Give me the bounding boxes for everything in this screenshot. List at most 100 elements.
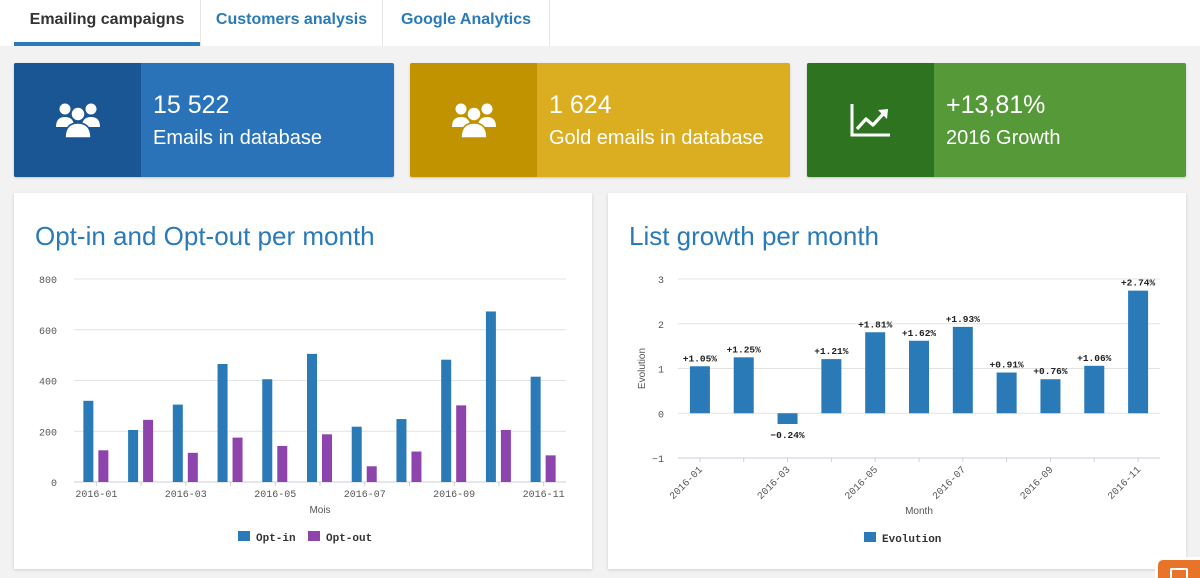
y-tick-label: 600 <box>39 327 57 338</box>
kpi-label: 2016 Growth <box>946 127 1061 149</box>
data-label: +0.91% <box>990 360 1025 371</box>
data-label: +1.81% <box>858 319 893 330</box>
bar-evolution <box>1128 290 1149 414</box>
tab-label: Emailing campaigns <box>29 11 185 28</box>
legend-label: Evolution <box>882 534 941 546</box>
bar-opt-in <box>351 426 362 482</box>
legend-label: Opt-out <box>326 533 372 545</box>
bar-evolution <box>952 326 973 414</box>
x-tick-label: 2016-01 <box>75 490 117 501</box>
y-tick-label: 0 <box>658 410 664 421</box>
chat-icon <box>1170 568 1188 578</box>
bar-opt-in <box>262 379 273 482</box>
kpi-icon-box <box>14 63 141 177</box>
kpi-gold-emails: 1 624 Gold emails in database <box>410 63 790 177</box>
y-tick-label: 3 <box>658 276 664 287</box>
bar-opt-in <box>128 429 139 482</box>
x-tick-label: 2016-11 <box>523 490 565 501</box>
bar-opt-out <box>500 429 511 482</box>
y-tick-label: −1 <box>652 455 664 466</box>
data-label: +1.06% <box>1077 353 1112 364</box>
tab-label: Customers analysis <box>215 11 368 28</box>
kpi-icon-box <box>807 63 934 177</box>
data-label: +1.93% <box>946 314 981 325</box>
kpi-label: Gold emails in database <box>549 127 764 149</box>
kpi-value: 1 624 <box>549 91 612 119</box>
x-tick-label: 2016-09 <box>433 490 475 501</box>
y-axis-label: Evolution <box>637 348 648 389</box>
x-tick-label: 2016-07 <box>931 465 968 502</box>
chart-title: Opt-in and Opt-out per month <box>35 221 375 251</box>
bar-opt-out <box>411 451 422 482</box>
bar-evolution <box>865 332 886 414</box>
x-tick-label: 2016-03 <box>756 465 793 502</box>
bar-evolution <box>689 366 710 414</box>
bar-opt-out <box>98 450 109 482</box>
bar-opt-out <box>277 445 288 482</box>
y-tick-label: 2 <box>658 321 664 332</box>
x-axis-label: Month <box>905 506 933 517</box>
trending-up-icon <box>850 104 890 137</box>
users-icon <box>55 103 100 139</box>
kpi-value: +13,81% <box>946 91 1046 119</box>
legend-label: Opt-in <box>256 533 296 545</box>
legend-swatch <box>308 531 320 541</box>
active-tab-indicator <box>14 42 200 46</box>
data-label: +1.05% <box>683 353 718 364</box>
chart-title: List growth per month <box>629 221 880 251</box>
bar-opt-in <box>530 376 541 482</box>
x-tick-label: 2016-05 <box>844 465 881 502</box>
bar-opt-in <box>307 353 317 482</box>
kpi-emails-in-database: 15 522 Emails in database <box>14 63 394 177</box>
kpi-icon-box <box>410 63 537 177</box>
data-label: +0.76% <box>1033 366 1068 377</box>
legend-swatch <box>864 532 876 542</box>
bar-opt-in <box>217 364 228 482</box>
bar-evolution <box>909 340 929 414</box>
tab-customers-analysis[interactable]: Customers analysis <box>201 0 383 46</box>
bar-opt-out <box>366 466 377 482</box>
tab-label: Google Analytics <box>400 11 532 28</box>
bar-evolution <box>777 413 798 424</box>
bar-opt-in <box>83 400 94 482</box>
bar-opt-out <box>232 437 243 482</box>
optin-optout-card: Opt-in and Opt-out per month 0 200 400 600 8… <box>14 193 592 569</box>
legend-swatch <box>238 531 250 541</box>
kpi-value: 15 522 <box>153 91 230 119</box>
y-tick-label: 200 <box>39 428 57 439</box>
bar-opt-out <box>545 455 556 482</box>
list-growth-card: List growth per month −1 0 1 2 3 Evolution +1.… <box>608 193 1186 569</box>
y-tick-label: 0 <box>51 479 57 490</box>
bar-opt-out <box>143 419 154 482</box>
x-tick-label: 2016-09 <box>1019 465 1056 502</box>
bar-opt-out <box>187 452 198 482</box>
tab-emailing-campaigns[interactable]: Emailing campaigns <box>14 0 201 46</box>
bar-evolution <box>996 372 1017 414</box>
chat-widget-button[interactable] <box>1158 560 1200 578</box>
data-label: +1.25% <box>727 344 762 355</box>
bar-opt-out <box>322 434 332 482</box>
list-growth-chart: −1 0 1 2 3 Evolution +1.05% 2016-01 +1.25% −0.24%… <box>637 276 1160 546</box>
bar-opt-in <box>172 404 183 482</box>
kpi-label: Emails in database <box>153 127 322 149</box>
y-tick-label: 400 <box>39 378 57 389</box>
x-tick-label: 2016-11 <box>1106 465 1143 502</box>
x-tick-label: 2016-05 <box>254 490 296 501</box>
x-tick-label: 2016-03 <box>165 490 207 501</box>
bar-opt-in <box>485 311 496 482</box>
tab-bar: Emailing campaigns Customers analysis Go… <box>0 0 1200 46</box>
tab-google-analytics[interactable]: Google Analytics <box>383 0 550 46</box>
x-tick-label: 2016-01 <box>668 465 705 502</box>
bar-opt-out <box>456 405 467 482</box>
bar-opt-in <box>441 359 452 482</box>
bar-opt-in <box>396 419 407 482</box>
data-label: +1.21% <box>814 346 849 357</box>
optin-optout-chart: 0 200 400 600 800 2016-01 2016-03 2016-05 2016-0… <box>39 276 566 545</box>
kpi-growth: +13,81% 2016 Growth <box>807 63 1186 177</box>
x-tick-label: 2016-07 <box>344 490 386 501</box>
bar-evolution <box>1084 365 1105 414</box>
data-label: −0.24% <box>770 430 805 441</box>
bar-evolution <box>1040 379 1061 414</box>
bar-evolution <box>733 357 754 414</box>
y-tick-label: 1 <box>658 366 664 377</box>
